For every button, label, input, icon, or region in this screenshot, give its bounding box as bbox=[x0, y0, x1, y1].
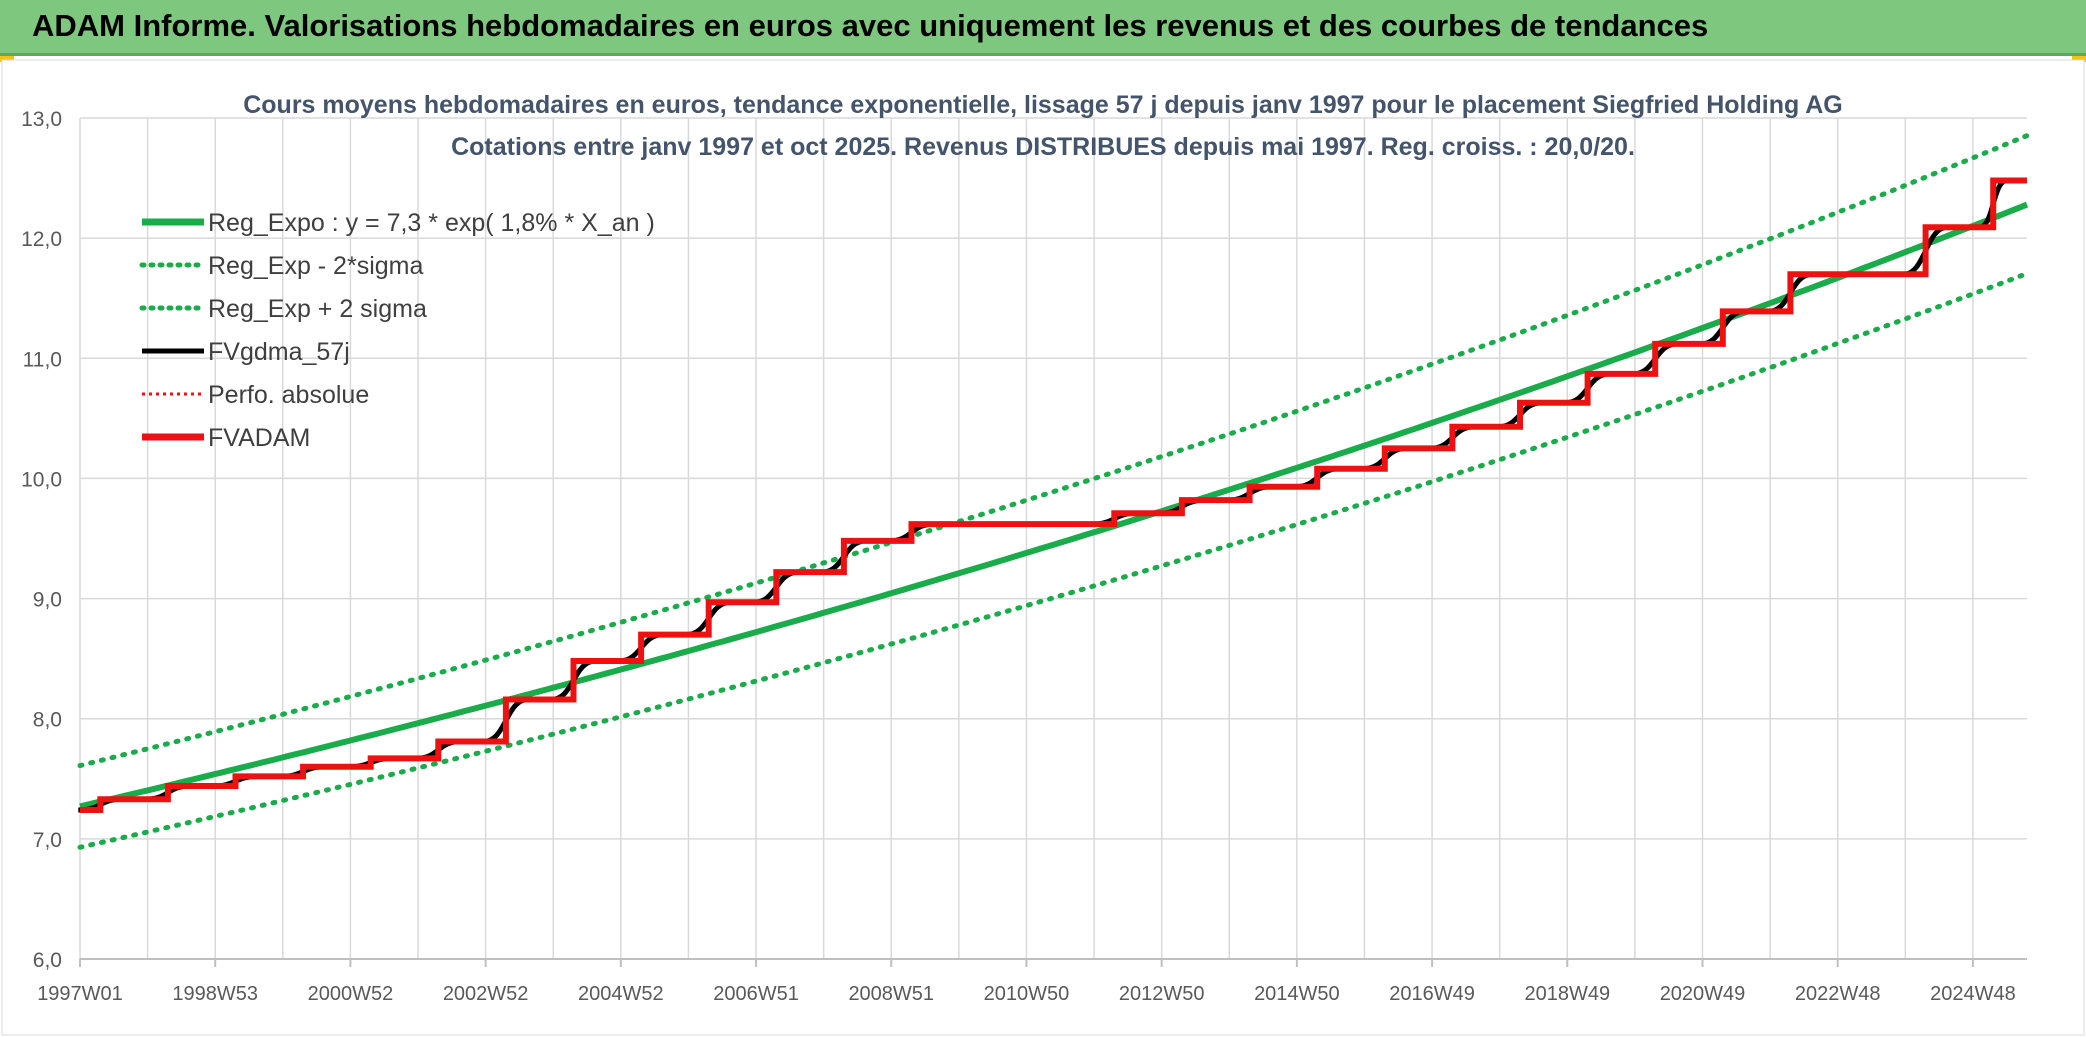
x-tick-label: 2014W50 bbox=[1254, 983, 1340, 1005]
x-tick-label: 1997W01 bbox=[37, 983, 123, 1005]
y-tick-label: 11,0 bbox=[23, 348, 62, 371]
y-tick-label: 10,0 bbox=[21, 468, 62, 491]
legend-label-fvadam: FVADAM bbox=[208, 424, 310, 452]
series bbox=[77, 133, 2030, 850]
legend-label-fvgdma: FVgdma_57j bbox=[208, 338, 350, 366]
reg-expo-line bbox=[79, 201, 2029, 810]
x-tick-label: 2024W48 bbox=[1930, 983, 2016, 1005]
y-tick-label: 9,0 bbox=[33, 589, 62, 612]
x-tick-label: 2020W49 bbox=[1660, 983, 1746, 1005]
axes: 6,0 7,0 8,0 9,0 10,0 11,0 12,0 13,0 1997W01 1998W… bbox=[21, 108, 2027, 1005]
chart-title-line-2: Cotations entre janv 1997 et oct 2025. R… bbox=[451, 133, 1635, 161]
y-tick-label: 12,0 bbox=[21, 228, 62, 251]
chart-legend: Reg_Expo : y = 7,3 * exp( 1,8% * X_an ) … bbox=[139, 209, 655, 452]
reg-lower-line bbox=[77, 271, 2030, 850]
x-tick-label: 2010W50 bbox=[984, 983, 1070, 1005]
x-tick-label: 2008W51 bbox=[848, 983, 934, 1005]
legend-label-reg-lower: Reg_Exp - 2*sigma bbox=[208, 252, 423, 280]
x-tick-label: 2002W52 bbox=[443, 983, 529, 1005]
x-tick-label: 1998W53 bbox=[172, 983, 258, 1005]
grid-lines bbox=[79, 117, 2027, 960]
y-tick-label: 13,0 bbox=[21, 108, 62, 131]
x-tick-label: 2000W52 bbox=[308, 983, 394, 1005]
x-tick-label: 2006W51 bbox=[713, 983, 799, 1005]
corner-marker-right bbox=[2072, 56, 2086, 62]
legend-label-reg-upper: Reg_Exp + 2 sigma bbox=[208, 295, 427, 323]
x-tick-label: 2004W52 bbox=[578, 983, 664, 1005]
y-tick-label: 6,0 bbox=[33, 949, 62, 972]
fvadam-line bbox=[80, 177, 2027, 813]
report-title: ADAM Informe. Valorisations hebdomadaire… bbox=[32, 8, 1709, 43]
legend-label-perfo: Perfo. absolue bbox=[208, 381, 369, 409]
reg-upper-line bbox=[77, 133, 2030, 769]
legend-label-reg-expo: Reg_Expo : y = 7,3 * exp( 1,8% * X_an ) bbox=[208, 209, 655, 237]
y-tick-label: 7,0 bbox=[33, 829, 62, 852]
x-tick-label: 2022W48 bbox=[1795, 983, 1881, 1005]
x-tick-label: 2018W49 bbox=[1524, 983, 1610, 1005]
report-header-bar: ADAM Informe. Valorisations hebdomadaire… bbox=[0, 0, 2086, 56]
y-tick-label: 8,0 bbox=[33, 709, 62, 732]
x-tick-label: 2012W50 bbox=[1119, 983, 1205, 1005]
chart-title-line-1: Cours moyens hebdomadaires en euros, ten… bbox=[243, 91, 1843, 119]
x-tick-label: 2016W49 bbox=[1389, 983, 1475, 1005]
corner-marker-left bbox=[0, 56, 14, 62]
